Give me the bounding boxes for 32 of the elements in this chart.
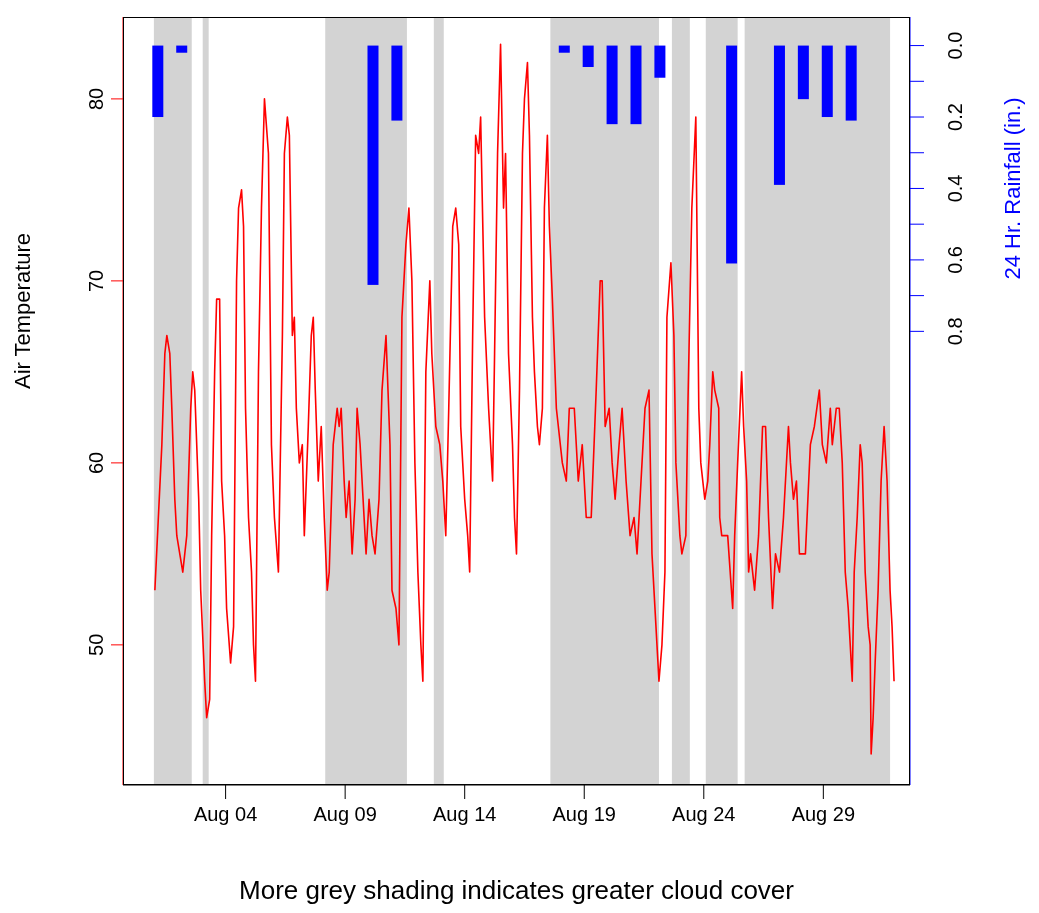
y2-tick-label: 0.4 [944, 174, 966, 203]
y-tick-label: 80 [85, 87, 107, 111]
bar [606, 45, 618, 125]
bar [845, 45, 857, 121]
x-tick-label: Aug 04 [193, 803, 258, 825]
x-tick-label: Aug 09 [313, 803, 377, 825]
bar [367, 45, 379, 285]
y-tick-label: 60 [85, 451, 107, 474]
y2-tick-label: 0.2 [944, 103, 966, 131]
y-tick-label: 70 [85, 269, 107, 293]
bar [773, 45, 785, 185]
bar [391, 45, 403, 121]
bar [176, 45, 188, 53]
y2-axis-title: 24 Hr. Rainfall (in.) [1000, 97, 1025, 280]
y2-tick-label: 0.8 [944, 317, 966, 346]
x-axis-title: More grey shading indicates greater cloud cover [239, 875, 795, 905]
bar [726, 45, 738, 264]
bar [582, 45, 594, 68]
bar [152, 45, 164, 118]
bar [654, 45, 666, 78]
x-tick-label: Aug 24 [672, 803, 736, 825]
x-tick-label: Aug 14 [433, 803, 497, 825]
bar [821, 45, 833, 118]
bar [630, 45, 642, 125]
y-tick-label: 50 [85, 633, 107, 656]
x-tick-label: Aug 29 [791, 803, 856, 825]
y2-tick-label: 0.0 [944, 31, 966, 60]
bar [797, 45, 809, 100]
y2-tick-label: 0.6 [944, 246, 966, 274]
bar [558, 45, 570, 53]
y-axis-title: Air Temperature [10, 232, 35, 390]
x-tick-label: Aug 19 [552, 803, 616, 825]
